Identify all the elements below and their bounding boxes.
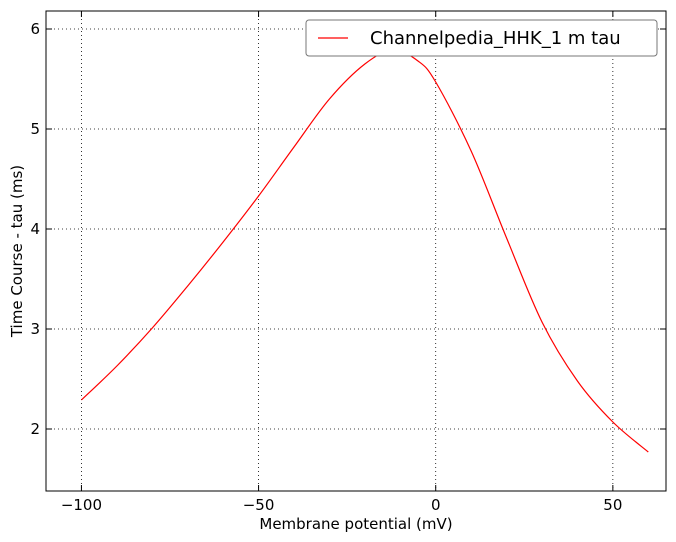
x-tick-label: −50 [243,496,275,514]
y-tick-label: 4 [30,220,40,238]
tick-labels: −100 −50 0 50 2 3 4 5 6 [30,20,622,514]
plot-frame [45,10,667,492]
legend: Channelpedia_HHK_1 m tau [305,19,658,57]
x-tick-label: 50 [603,496,622,514]
x-tick-label: 0 [431,496,441,514]
y-tick-label: 6 [30,20,40,38]
plot-area [46,11,666,491]
y-tick-label: 2 [30,420,40,438]
y-tick-label: 3 [30,320,40,338]
legend-box [305,19,658,57]
ticks [46,11,666,491]
y-tick-label: 5 [30,120,40,138]
x-axis-label: Membrane potential (mV) [259,515,452,533]
y-axis-label: Time Course - tau (ms) [8,165,26,338]
legend-label: Channelpedia_HHK_1 m tau [370,28,621,49]
x-tick-label: −100 [61,496,102,514]
